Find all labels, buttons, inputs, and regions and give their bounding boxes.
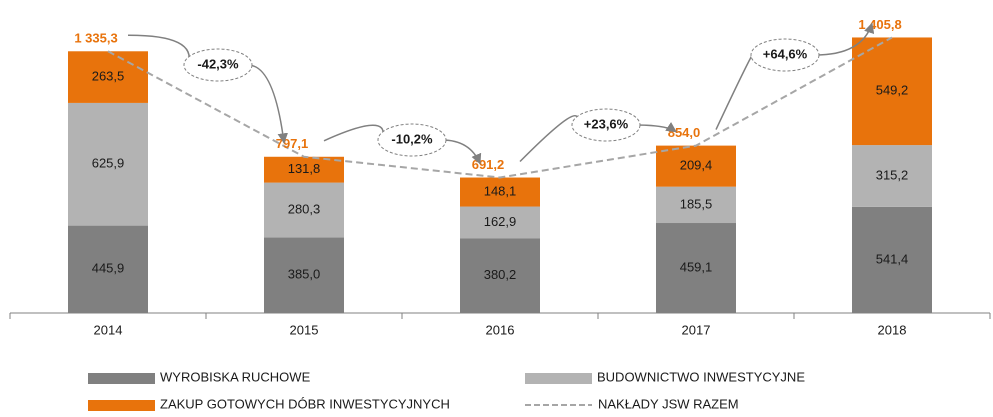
data-label: 459,1 <box>680 259 713 274</box>
data-label: 385,0 <box>288 267 321 282</box>
total-line <box>107 36 893 179</box>
data-label: 541,4 <box>876 251 909 266</box>
change-bubble <box>183 48 253 82</box>
change-arrow <box>814 22 875 56</box>
data-label: 625,9 <box>92 156 125 171</box>
total-label: 691,2 <box>472 157 505 172</box>
bar-segment <box>264 237 344 313</box>
bar-segment <box>852 145 932 207</box>
legend-label: NAKŁADY JSW RAZEM <box>598 396 739 411</box>
bar-segment <box>264 156 344 183</box>
bar-segment <box>656 223 736 313</box>
total-label: 1 405,8 <box>858 17 901 32</box>
data-label: 280,3 <box>288 202 321 217</box>
total-label: 797,1 <box>276 136 309 151</box>
change-label: -42,3% <box>197 56 239 71</box>
data-label: 263,5 <box>92 69 125 84</box>
x-tick-label: 2015 <box>290 322 319 337</box>
change-arrow <box>441 139 482 165</box>
data-label: 162,9 <box>484 214 517 229</box>
change-arrow <box>519 115 578 163</box>
change-label: +23,6% <box>584 116 629 131</box>
total-label: 1 335,3 <box>74 31 117 46</box>
bar-segment <box>460 238 540 313</box>
bar-segment <box>852 206 932 313</box>
change-label: +64,6% <box>763 46 808 61</box>
data-label: 148,1 <box>484 183 517 198</box>
change-arrow <box>635 122 677 133</box>
x-tick-label: 2014 <box>94 322 123 337</box>
bar-segment <box>852 37 932 146</box>
x-tick-label: 2018 <box>878 322 907 337</box>
bar-segment <box>460 177 540 207</box>
change-arrow <box>323 124 384 142</box>
change-bubble <box>377 123 447 157</box>
data-label: 209,4 <box>680 158 713 173</box>
bar-segment <box>656 145 736 187</box>
legend-swatch <box>88 373 155 384</box>
x-tick-label: 2017 <box>682 322 711 337</box>
bar-segment <box>264 182 344 238</box>
change-arrow <box>715 47 758 130</box>
data-label: 445,9 <box>92 261 125 276</box>
data-label: 131,8 <box>288 161 321 176</box>
x-tick-label: 2016 <box>486 322 515 337</box>
bar-segment <box>68 102 148 226</box>
bar-segment <box>68 225 148 313</box>
change-bubble <box>571 108 641 142</box>
legend-swatch <box>525 373 592 384</box>
bar-segment <box>68 51 148 103</box>
bar-segment <box>656 186 736 224</box>
legend-label: ZAKUP GOTOWYCH DÓBR INWESTYCYJNYCH <box>160 396 450 411</box>
legend-swatch <box>88 400 155 411</box>
data-label: 549,2 <box>876 83 909 98</box>
total-label: 854,0 <box>668 125 701 140</box>
change-bubble <box>750 38 820 72</box>
data-label: 185,5 <box>680 196 713 211</box>
data-label: 315,2 <box>876 167 909 182</box>
change-arrow <box>247 64 289 144</box>
change-label: -10,2% <box>391 131 433 146</box>
legend-label: WYROBISKA RUCHOWE <box>160 369 311 384</box>
bar-segment <box>460 206 540 239</box>
legend-label: BUDOWNICTWO INWESTYCYJNE <box>597 369 805 384</box>
data-label: 380,2 <box>484 267 517 282</box>
